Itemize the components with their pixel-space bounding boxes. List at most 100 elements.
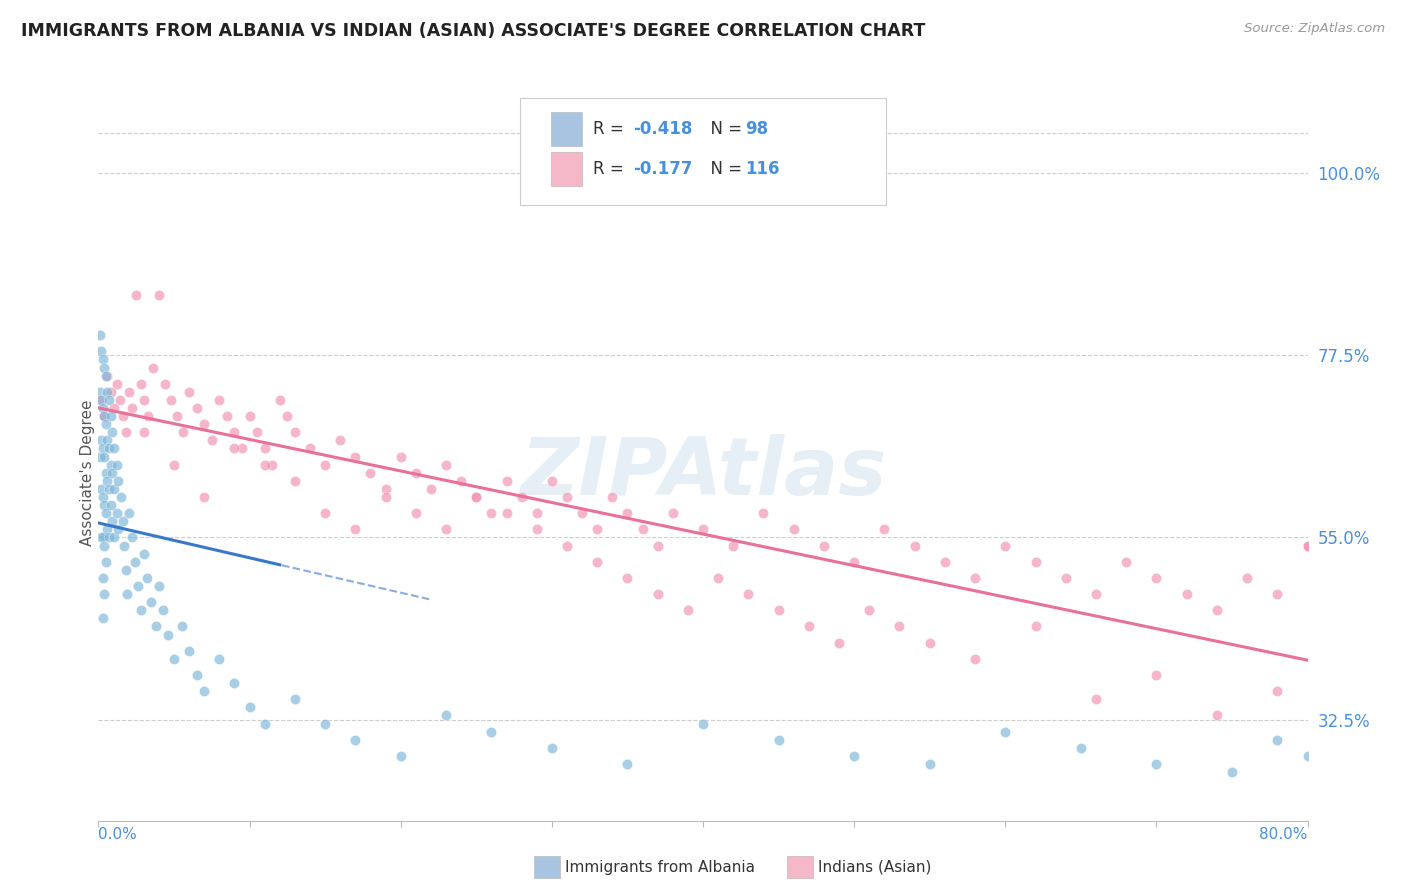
Point xyxy=(768,603,790,617)
Point xyxy=(329,434,352,448)
Point xyxy=(90,531,112,545)
Point xyxy=(314,506,336,520)
Point xyxy=(662,506,685,520)
Point xyxy=(94,506,117,520)
Point xyxy=(737,587,759,601)
Point xyxy=(101,425,124,440)
Point xyxy=(253,442,276,456)
Point xyxy=(193,417,215,432)
Point xyxy=(465,490,488,504)
Point xyxy=(121,401,143,415)
Point xyxy=(208,392,231,407)
Point xyxy=(420,482,443,496)
Point xyxy=(344,732,367,747)
Point xyxy=(1024,555,1046,569)
Text: Source: ZipAtlas.com: Source: ZipAtlas.com xyxy=(1244,22,1385,36)
Point xyxy=(224,425,246,440)
Point xyxy=(1206,708,1229,723)
Point xyxy=(118,384,141,399)
Point xyxy=(90,434,112,448)
Point xyxy=(389,748,412,763)
Point xyxy=(1085,692,1108,706)
Point xyxy=(1054,571,1077,585)
Point xyxy=(314,716,336,731)
Point xyxy=(93,450,115,464)
Point xyxy=(918,757,941,772)
Point xyxy=(299,442,322,456)
Point xyxy=(1296,748,1319,763)
Point xyxy=(631,522,654,536)
Point xyxy=(586,555,609,569)
Point xyxy=(616,571,638,585)
Point xyxy=(374,490,396,504)
Point xyxy=(797,619,820,633)
Point xyxy=(389,450,412,464)
Point xyxy=(135,571,157,585)
Text: IMMIGRANTS FROM ALBANIA VS INDIAN (ASIAN) ASSOCIATE'S DEGREE CORRELATION CHART: IMMIGRANTS FROM ALBANIA VS INDIAN (ASIAN… xyxy=(21,22,925,40)
Point xyxy=(91,442,114,456)
Point xyxy=(269,392,291,407)
Point xyxy=(481,506,503,520)
Point xyxy=(124,555,146,569)
Point xyxy=(1402,740,1406,755)
Point xyxy=(105,458,128,472)
Point xyxy=(111,514,134,528)
Point xyxy=(768,732,790,747)
Point xyxy=(586,522,609,536)
Point xyxy=(571,506,593,520)
Point xyxy=(647,587,669,601)
Point xyxy=(152,603,174,617)
Text: ZIPAtlas: ZIPAtlas xyxy=(520,434,886,512)
Point xyxy=(692,716,714,731)
Point xyxy=(193,684,215,698)
Point xyxy=(1024,619,1046,633)
Point xyxy=(94,368,117,383)
Point xyxy=(89,450,111,464)
Point xyxy=(98,442,121,456)
Point xyxy=(186,668,208,682)
Point xyxy=(89,328,111,343)
Point xyxy=(540,740,562,755)
Text: 98: 98 xyxy=(745,120,768,138)
Text: 0.0%: 0.0% xyxy=(98,827,138,841)
Point xyxy=(602,490,624,504)
Point xyxy=(1115,555,1137,569)
Point xyxy=(156,627,179,641)
Point xyxy=(93,498,115,512)
Point xyxy=(103,531,125,545)
Point xyxy=(873,522,896,536)
Point xyxy=(526,522,548,536)
Point xyxy=(96,384,118,399)
Point xyxy=(148,287,170,301)
Text: N =: N = xyxy=(700,160,748,178)
Point xyxy=(239,700,262,714)
Point xyxy=(813,539,835,553)
Text: -0.177: -0.177 xyxy=(633,160,692,178)
Point xyxy=(965,652,987,666)
Point xyxy=(91,401,114,415)
Point xyxy=(100,498,122,512)
Point xyxy=(132,547,155,561)
Point xyxy=(555,490,578,504)
Text: Indians (Asian): Indians (Asian) xyxy=(818,860,932,874)
Point xyxy=(828,635,851,649)
Text: 116: 116 xyxy=(745,160,780,178)
Point xyxy=(111,409,134,424)
Point xyxy=(918,635,941,649)
Point xyxy=(889,619,911,633)
Point xyxy=(405,506,427,520)
Point xyxy=(107,522,129,536)
Point xyxy=(676,603,699,617)
Point xyxy=(360,466,382,480)
Point xyxy=(1220,765,1243,780)
Point xyxy=(186,401,208,415)
Text: N =: N = xyxy=(700,120,748,138)
Point xyxy=(752,506,775,520)
Point xyxy=(374,482,396,496)
Point xyxy=(115,587,138,601)
Point xyxy=(555,539,578,553)
Point xyxy=(170,619,193,633)
Point xyxy=(89,384,111,399)
Point xyxy=(858,603,880,617)
Point xyxy=(94,466,117,480)
